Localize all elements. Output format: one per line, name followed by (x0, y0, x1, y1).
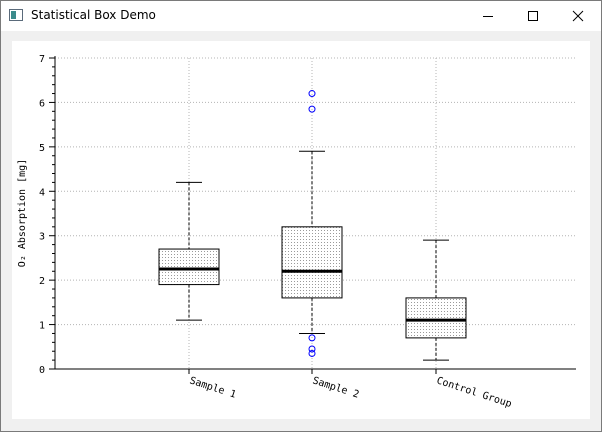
outlier-point (308, 345, 316, 353)
x-category-label: Sample 2 (311, 375, 360, 400)
box-plot: 0 1 2 3 4 5 6 7 Sample 1 Sample 2 Control Group O… (17, 54, 576, 410)
y-tick-label: 6 (39, 98, 45, 109)
close-button[interactable] (555, 1, 601, 31)
x-category-label: Sample 1 (188, 375, 237, 400)
outlier-point (308, 334, 316, 342)
plot-canvas: 0 1 2 3 4 5 6 7 Sample 1 Sample 2 Control Group O… (12, 41, 590, 419)
box-2: Sample 2 (281, 90, 360, 401)
outlier-point (308, 90, 316, 98)
box-3: Control Group (405, 239, 513, 410)
y-tick-label: 2 (39, 276, 45, 287)
y-tick-label: 4 (39, 187, 45, 198)
close-icon (572, 10, 584, 22)
x-category-label: Control Group (435, 375, 513, 410)
app-window-icon (9, 9, 23, 21)
outlier-point (308, 349, 316, 357)
window-title: Statistical Box Demo (31, 8, 156, 22)
box-body (281, 226, 343, 299)
y-tick-label: 5 (39, 143, 45, 154)
box-body (405, 297, 467, 339)
box-body (158, 248, 220, 286)
y-tick-label: 7 (39, 54, 45, 65)
maximize-button[interactable] (510, 1, 556, 31)
maximize-icon (528, 11, 538, 21)
box-1: Sample 1 (158, 181, 237, 401)
y-tick-label: 1 (39, 321, 45, 332)
minimize-icon (483, 16, 493, 17)
y-tick-label: 0 (39, 365, 45, 376)
minimize-button[interactable] (465, 1, 511, 31)
y-tick-label: 3 (39, 232, 45, 243)
y-axis-label: O₂ Absorption [mg] (17, 159, 28, 267)
title-bar[interactable]: Statistical Box Demo (1, 1, 601, 31)
outlier-point (308, 105, 316, 113)
